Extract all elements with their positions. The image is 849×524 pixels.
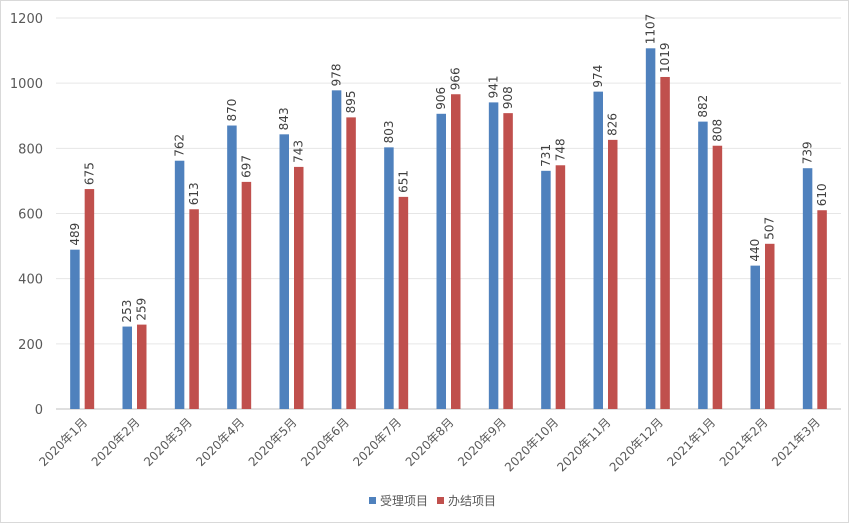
bar-accepted [227,125,237,410]
x-tick-label: 2021年2月 [717,415,771,469]
bar-completed [346,117,356,410]
bar-completed [137,324,147,409]
bar-completed [555,165,566,409]
data-label: 613 [187,182,201,205]
bar-completed [608,139,618,409]
x-tick-label: 2021年1月 [664,415,718,469]
y-tick-label: 1200 [10,12,43,27]
bar-accepted [174,160,185,409]
x-tick-label: 2020年1月 [36,415,90,469]
data-label: 748 [553,138,567,161]
bar-accepted [384,147,394,409]
data-label: 507 [763,217,777,240]
data-label: 941 [487,75,501,98]
bar-completed [398,196,409,409]
data-label: 870 [225,99,239,122]
legend-swatch [369,497,376,504]
data-label: 489 [68,223,82,246]
legend-label: 受理项目 [380,494,428,508]
data-label: 843 [277,107,291,130]
data-label: 978 [330,63,344,86]
x-tick-label: 2020年5月 [246,415,300,469]
data-label: 882 [696,95,710,118]
y-tick-label: 800 [18,142,43,157]
data-label: 731 [539,144,553,167]
x-tick-label: 2020年4月 [193,415,247,469]
x-tick-label: 2020年11月 [554,415,613,474]
data-label: 1019 [658,42,672,73]
data-label: 253 [120,300,134,323]
bar-completed [503,113,513,409]
y-axis-ticks: 0 200 400 600 800 1000 1200 [10,12,43,418]
bar-completed [765,243,775,409]
bar-accepted [331,90,342,410]
data-label: 1107 [644,14,658,45]
y-tick-label: 200 [18,338,43,353]
legend-label: 办结项目 [448,493,496,508]
data-label: 675 [82,162,96,185]
data-label: 440 [748,239,762,262]
y-tick-label: 1000 [10,77,43,92]
legend: 受理项目 办结项目 [369,493,496,508]
x-axis-ticks: 2020年1月2020年2月2020年3月2020年4月2020年5月2020年… [36,415,823,474]
bar-accepted [122,326,132,409]
data-label: 762 [173,134,187,157]
bar-accepted [802,168,813,409]
x-tick-label: 2020年10月 [502,415,561,474]
data-label: 974 [591,65,605,88]
data-label: 610 [815,183,829,206]
gridlines [56,17,841,410]
y-tick-label: 0 [35,403,43,418]
x-tick-label: 2020年9月 [455,415,509,469]
bar-completed [451,94,461,410]
x-tick-label: 2020年3月 [141,415,195,469]
bar-completed [817,210,827,409]
data-label: 739 [801,141,815,164]
y-tick-label: 400 [18,273,43,288]
bar-completed [660,76,670,409]
bars [70,48,827,410]
data-label: 803 [382,120,396,143]
legend-swatch [437,497,444,504]
data-label: 906 [434,87,448,110]
bar-accepted [279,134,289,409]
data-label: 895 [344,90,358,113]
data-label: 651 [396,170,410,193]
bar-accepted [436,113,446,410]
bar-completed [84,189,95,409]
bar-accepted [645,48,656,410]
bar-accepted [70,249,80,409]
data-label: 908 [501,86,515,109]
data-label: 697 [239,155,253,178]
x-tick-label: 2020年12月 [607,415,666,474]
bar-accepted [593,91,603,409]
data-label: 808 [710,119,724,142]
data-label: 966 [449,67,463,90]
bar-completed [241,181,252,409]
x-tick-label: 2020年6月 [298,415,352,469]
data-label: 743 [292,140,306,163]
bar-accepted [541,170,551,409]
data-label: 259 [135,298,149,321]
data-label: 826 [606,113,620,136]
x-tick-label: 2020年8月 [403,415,457,469]
bar-completed [712,145,723,409]
x-tick-label: 2021年3月 [769,415,823,469]
bar-completed [189,209,199,409]
bar-accepted [698,121,708,410]
bar-accepted [488,102,499,409]
x-tick-label: 2020年7月 [350,415,404,469]
bar-accepted [750,265,760,409]
x-tick-label: 2020年2月 [89,415,143,469]
bar-completed [294,166,304,409]
y-tick-label: 600 [18,208,43,223]
